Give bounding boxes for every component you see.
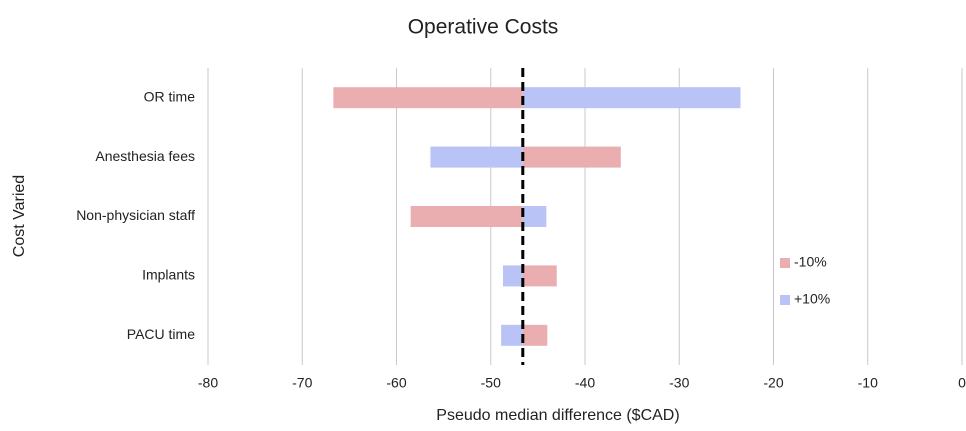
x-tick-label: -20	[763, 375, 783, 391]
x-tick-label: 0	[958, 375, 966, 391]
x-tick-label: -10	[858, 375, 878, 391]
bar	[522, 206, 547, 227]
bar	[503, 265, 523, 287]
bar	[430, 146, 523, 168]
bar	[522, 87, 741, 109]
y-tick-label: Non-physician staff	[76, 207, 195, 223]
bar	[522, 324, 548, 346]
y-tick-label: Anesthesia fees	[95, 148, 195, 164]
x-axis-title: Pseudo median difference ($CAD)	[436, 407, 679, 424]
bar	[522, 146, 621, 168]
chart-title: Operative Costs	[408, 16, 559, 39]
legend-swatch	[780, 258, 790, 268]
bar	[522, 265, 557, 287]
y-axis-title: Cost Varied	[11, 175, 28, 257]
x-tick-label: -30	[669, 375, 689, 391]
x-tick-label: -70	[292, 375, 312, 391]
x-tick-label: -60	[386, 375, 406, 391]
y-tick-label: PACU time	[127, 326, 195, 342]
bar	[410, 206, 523, 227]
x-tick-label: -50	[481, 375, 501, 391]
bar	[333, 87, 523, 109]
legend-label: +10%	[794, 291, 830, 307]
y-tick-label: Implants	[142, 267, 195, 283]
y-tick-label: OR time	[144, 88, 196, 104]
x-tick-label: -40	[575, 375, 595, 391]
bar	[501, 324, 523, 346]
legend-swatch	[780, 295, 790, 305]
legend-label: -10%	[794, 254, 827, 270]
x-tick-label: -80	[198, 375, 218, 391]
